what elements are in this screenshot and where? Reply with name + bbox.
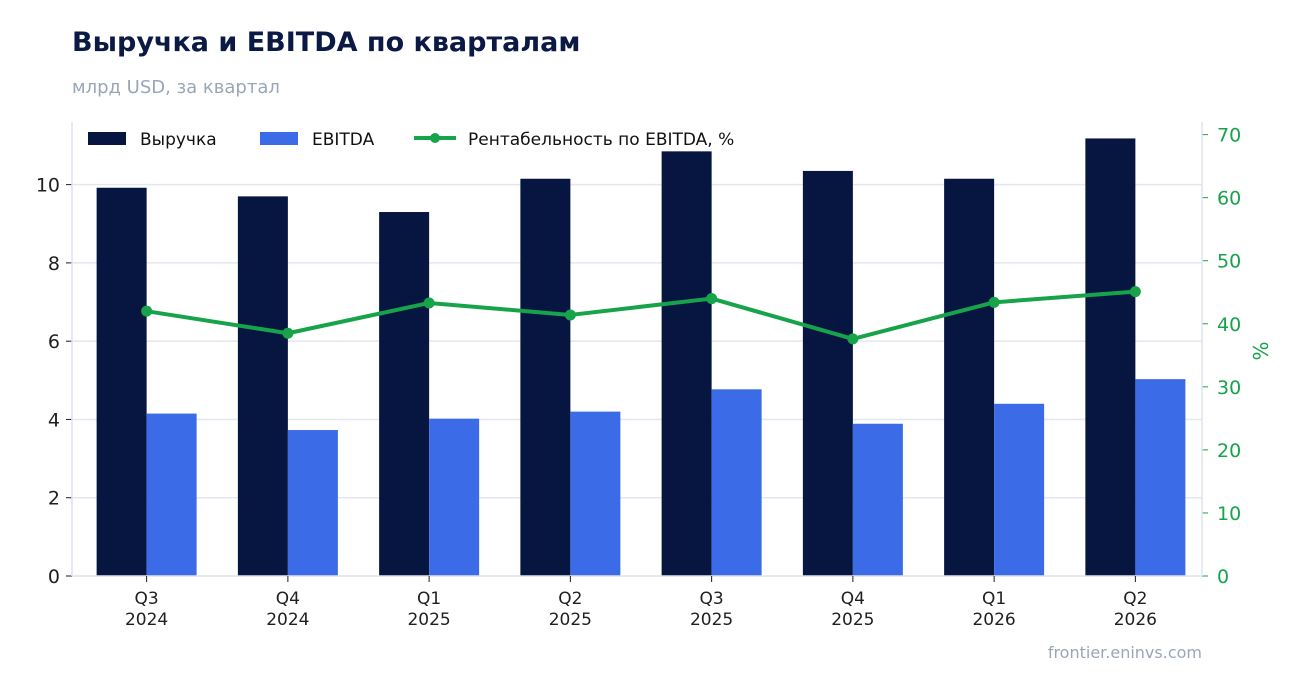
x-tick-label: Q1 2025 [407,589,450,630]
bar-ebitda [429,418,480,576]
chart-subtitle: млрд USD, за квартал [72,77,280,98]
margin-point [706,293,718,305]
margin-point [423,297,435,309]
bar-revenue [520,178,571,576]
y2-tick-label: 70 [1217,125,1241,147]
y2-tick-label: 40 [1217,314,1241,336]
bar-revenue [237,196,288,577]
bar-revenue [661,151,712,576]
bar-ebitda [711,389,762,576]
y-tick-label: 4 [48,409,60,431]
y-tick-label: 2 [48,488,60,510]
legend-swatch-ebitda [260,132,298,145]
x-tick-label: Q2 2026 [1114,589,1157,630]
y-tick-label: 10 [36,175,60,197]
bar-ebitda [994,403,1045,576]
y-tick-label: 0 [48,566,60,588]
margin-line [146,289,1136,341]
y-tick-label: 8 [48,253,60,275]
x-tick-label: Q4 2024 [266,589,309,630]
y2-tick-label: 20 [1217,440,1241,462]
x-tick-label: Q2 2025 [549,589,592,630]
chart-title: Выручка и EBITDA по кварталам [72,27,581,58]
bar-ebitda [852,423,903,576]
bar-ebitda [287,430,338,576]
margin-point [282,327,294,339]
y-tick-label: 6 [48,331,60,353]
legend-label-ebitda: EBITDA [312,130,375,150]
y2-tick-label: 50 [1217,251,1241,273]
x-tick-label: Q3 2024 [125,589,168,630]
margin-point [1129,286,1141,298]
margin-point [988,296,1000,308]
legend-marker-margin [430,133,440,143]
margin-point [564,309,576,321]
legend: Выручка EBITDA Рентабельность по EBITDA,… [88,130,734,150]
x-tick-label: Q1 2026 [972,589,1015,630]
x-tick-label: Q3 2025 [690,589,733,630]
axes: 0 2 4 6 8 10 0 10 20 30 40 50 60 70% Q3 2024 Q4 2024 Q1 202… [36,122,1273,630]
legend-label-revenue: Выручка [140,130,217,150]
legend-swatch-revenue [88,132,126,145]
legend-label-margin: Рентабельность по EBITDA, % [468,130,734,150]
bar-ebitda [146,413,197,576]
y2-axis-label: % [1249,341,1273,360]
bar-revenue [379,212,430,576]
bar-revenue [802,170,853,576]
bar-ebitda [570,411,621,576]
bar-series [96,138,1186,577]
x-tick-label: Q4 2025 [831,589,874,630]
y2-tick-label: 0 [1217,566,1229,588]
y2-tick-label: 60 [1217,188,1241,210]
bar-revenue [96,187,147,577]
bar-revenue [1085,138,1136,576]
margin-point [847,333,859,345]
bar-revenue [944,178,995,576]
y2-tick-label: 30 [1217,377,1241,399]
source-credit: frontier.eninvs.com [1047,643,1202,662]
bar-ebitda [1135,379,1186,576]
margin-point [141,305,153,317]
y2-tick-label: 10 [1217,503,1241,525]
margin-line-series [141,286,1141,345]
